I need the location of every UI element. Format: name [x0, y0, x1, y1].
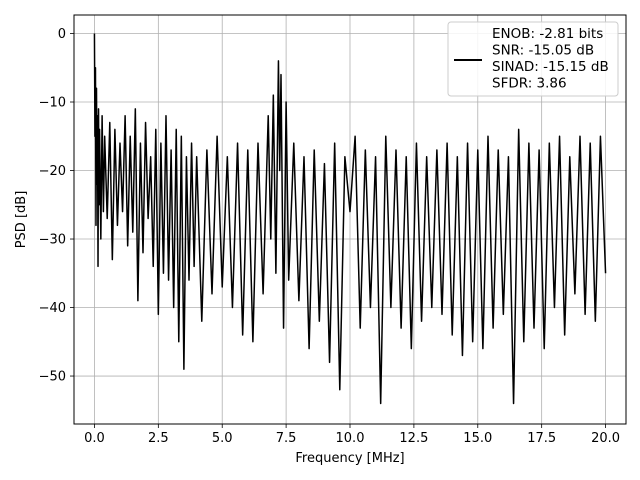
x-tick-label: 5.0	[212, 431, 233, 446]
legend-entry-text: SFDR: 3.86	[492, 76, 567, 92]
x-tick-label: 0.0	[84, 431, 105, 446]
y-tick-label: −10	[39, 96, 66, 111]
y-tick-label: −50	[39, 370, 66, 385]
legend-entry-text: ENOB: -2.81 bits	[492, 26, 603, 42]
y-tick-label: −20	[39, 164, 66, 179]
y-tick-label: −30	[39, 233, 66, 248]
x-tick-label: 2.5	[148, 431, 169, 446]
x-tick-label: 20.0	[591, 431, 620, 446]
legend-entry-text: SNR: -15.05 dB	[492, 43, 594, 59]
legend-box	[447, 21, 619, 97]
x-axis-label: Frequency [MHz]	[295, 451, 404, 466]
x-axis-ticks: 0.0 2.5 5.0 7.5 10.0 12.5 15.0 17.5 20.0	[84, 424, 620, 446]
x-tick-label: 7.5	[276, 431, 297, 446]
psd-series-line	[93, 33, 607, 405]
x-tick-label: 15.0	[463, 431, 492, 446]
legend-entry-text: SINAD: -15.15 dB	[492, 59, 609, 75]
x-tick-label: 10.0	[336, 431, 365, 446]
series-layer	[93, 33, 607, 405]
y-axis-label: PSD [dB]	[14, 191, 29, 249]
y-tick-label: −40	[39, 301, 66, 316]
x-tick-label: 17.5	[527, 431, 556, 446]
y-tick-label: 0	[58, 27, 66, 42]
y-axis-ticks: 0 −10 −20 −30 −40 −50	[39, 27, 74, 385]
x-tick-label: 12.5	[399, 431, 428, 446]
